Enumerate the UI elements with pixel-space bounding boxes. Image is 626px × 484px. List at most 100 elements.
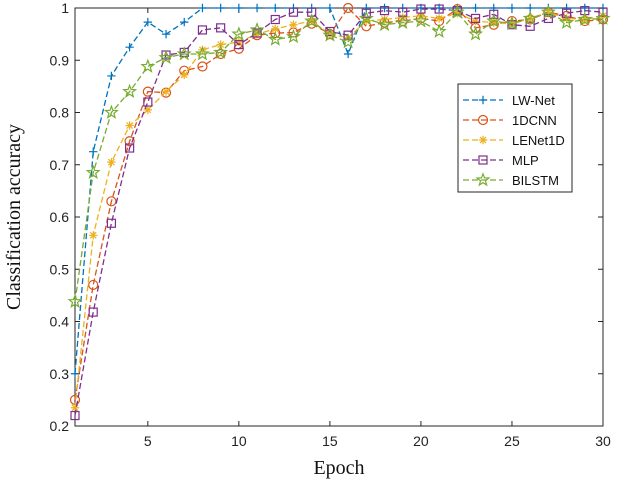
asterisk-marker bbox=[453, 9, 462, 18]
star-marker bbox=[395, 14, 411, 30]
y-tick-label: 0.9 bbox=[50, 52, 70, 68]
star-marker bbox=[213, 44, 229, 59]
square-marker bbox=[143, 97, 153, 107]
plus-marker bbox=[180, 17, 189, 27]
legend-item: 1DCNN bbox=[463, 113, 557, 128]
legend: LW-Net 1DCNN LENet1D MLP BILSTM bbox=[457, 83, 573, 193]
star-marker bbox=[85, 164, 101, 179]
x-tick-label: 25 bbox=[504, 433, 520, 449]
star-marker bbox=[522, 10, 538, 25]
star-marker bbox=[158, 49, 174, 65]
y-tick-label: 0.4 bbox=[50, 314, 70, 330]
star-marker bbox=[504, 15, 520, 31]
x-tick-label: 15 bbox=[322, 433, 338, 449]
series-lw-net bbox=[70, 3, 608, 378]
x-axis-label: Epoch bbox=[313, 457, 364, 479]
star-marker bbox=[340, 34, 356, 49]
asterisk-marker bbox=[107, 157, 116, 167]
star-marker bbox=[67, 293, 83, 309]
asterisk-marker bbox=[562, 14, 571, 23]
square-marker bbox=[216, 23, 226, 33]
circle-marker bbox=[197, 61, 208, 72]
square-marker bbox=[343, 30, 353, 40]
plus-marker bbox=[380, 3, 389, 13]
legend-item: LENet1D bbox=[463, 133, 565, 148]
asterisk-marker bbox=[89, 231, 98, 240]
star-marker bbox=[122, 83, 138, 99]
star-marker bbox=[231, 26, 247, 41]
legend-item: BILSTM bbox=[463, 172, 559, 188]
y-axis-label: Classification accuracy bbox=[3, 124, 25, 310]
plot-area bbox=[74, 7, 604, 427]
asterisk-marker bbox=[180, 70, 189, 80]
y-tick-label: 0.2 bbox=[50, 418, 70, 434]
legend-label: MLP bbox=[512, 153, 539, 168]
star-marker bbox=[322, 27, 338, 42]
square-marker bbox=[416, 4, 426, 14]
asterisk-marker bbox=[343, 33, 353, 42]
y-tick-label: 0.6 bbox=[50, 209, 70, 225]
star-marker bbox=[358, 10, 374, 25]
asterisk-marker bbox=[489, 18, 498, 27]
asterisk-marker bbox=[478, 135, 488, 145]
plus-marker bbox=[125, 42, 134, 52]
star-marker bbox=[376, 16, 393, 32]
star-marker bbox=[559, 14, 575, 30]
series-bilstm bbox=[67, 4, 611, 309]
legend-label: BILSTM bbox=[512, 173, 559, 188]
asterisk-marker bbox=[325, 29, 335, 39]
plus-marker bbox=[325, 3, 335, 13]
axis-ticks: 5 10 15 20 25 30 0.2 0.3 0.4 0.5 0.6 0.7 0.8 0.9 1 bbox=[50, 0, 611, 449]
star-marker bbox=[249, 22, 265, 37]
asterisk-marker bbox=[234, 37, 244, 47]
y-tick-label: 0.5 bbox=[50, 261, 70, 277]
y-tick-label: 1 bbox=[61, 0, 69, 16]
plus-marker bbox=[580, 3, 589, 13]
x-tick-label: 10 bbox=[231, 433, 247, 449]
plus-marker bbox=[343, 49, 353, 59]
star-marker bbox=[577, 11, 593, 26]
circle-marker bbox=[215, 48, 226, 60]
series-line bbox=[74, 7, 603, 374]
x-tick-label: 20 bbox=[413, 433, 429, 449]
star-marker bbox=[140, 58, 156, 73]
star-marker bbox=[468, 26, 484, 41]
asterisk-marker bbox=[271, 24, 280, 34]
plus-marker bbox=[471, 3, 480, 13]
plus-marker bbox=[234, 3, 244, 13]
legend-label: LW-Net bbox=[512, 93, 555, 108]
legend-box bbox=[457, 83, 573, 193]
series-layer bbox=[67, 2, 611, 421]
square-marker bbox=[234, 39, 244, 50]
circle-marker bbox=[106, 196, 117, 207]
asterisk-marker bbox=[125, 121, 134, 130]
plus-marker bbox=[252, 3, 262, 13]
circle-marker bbox=[477, 114, 489, 126]
square-marker bbox=[379, 6, 390, 16]
square-marker bbox=[270, 14, 280, 25]
asterisk-marker bbox=[161, 87, 171, 96]
asterisk-marker bbox=[544, 7, 553, 17]
plus-marker bbox=[107, 71, 116, 81]
square-marker bbox=[598, 7, 608, 17]
series-line bbox=[74, 11, 604, 408]
y-tick-label: 0.7 bbox=[50, 157, 70, 173]
square-marker bbox=[106, 218, 117, 228]
square-marker bbox=[525, 21, 535, 31]
star-marker bbox=[285, 28, 302, 44]
asterisk-marker bbox=[198, 45, 207, 54]
star-marker bbox=[267, 31, 283, 46]
square-marker bbox=[434, 4, 444, 14]
plus-marker bbox=[478, 95, 488, 105]
square-marker bbox=[252, 28, 262, 38]
square-marker bbox=[489, 9, 499, 19]
asterisk-marker bbox=[434, 14, 444, 23]
plus-marker bbox=[507, 3, 517, 13]
star-marker bbox=[475, 172, 491, 187]
legend-item: MLP bbox=[463, 153, 539, 168]
star-marker bbox=[176, 46, 192, 61]
star-marker bbox=[486, 13, 502, 28]
star-marker bbox=[540, 4, 556, 19]
plus-marker bbox=[143, 17, 153, 27]
